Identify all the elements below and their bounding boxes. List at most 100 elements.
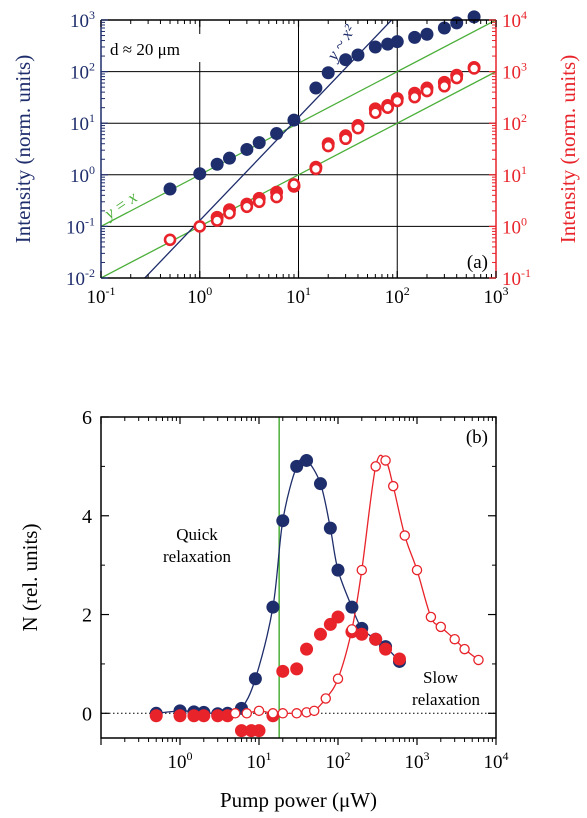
- panel-a-point-s2-0: [163, 233, 177, 247]
- panel-a-point-s2-11: [351, 121, 365, 135]
- panel-b-point-s0-11: [300, 453, 314, 467]
- panel-b-point-s2-7: [308, 705, 320, 717]
- panel-b-point-s2-0: [229, 708, 241, 719]
- panel-b-point-s0-15: [345, 600, 359, 614]
- panel-b-point-s1-17: [355, 627, 369, 641]
- panel-a-point-s0-12: [368, 40, 382, 54]
- panel-a-point-s2-9: [321, 139, 335, 153]
- y-tick-label: 4: [82, 506, 92, 528]
- panel-a-point-s2-5: [252, 195, 266, 209]
- panel-b-point-s2-5: [291, 708, 302, 719]
- x-tick-label: 101: [247, 749, 272, 773]
- x-tick-label: 100: [168, 749, 193, 773]
- panel-b-point-s2-8: [320, 693, 332, 704]
- panel-a-point-s2-3: [223, 206, 236, 220]
- panel-b-point-s1-10: [276, 664, 290, 678]
- panel-b-point-s2-10: [346, 624, 358, 635]
- panel-b-point-s2-12: [370, 461, 381, 472]
- y-right-tick-label: 103: [502, 60, 527, 84]
- panel-a-point-s2-2: [210, 214, 224, 227]
- panel-b-point-s2-21: [473, 654, 484, 666]
- panel-b: 100 101 102 103 104 0 2 4 6 Pump power (μW) N (rel…: [18, 407, 509, 812]
- panel-b-point-s1-13: [313, 627, 327, 641]
- panel-b-point-s0-7: [248, 672, 262, 686]
- x-tick-label: 100: [187, 284, 212, 308]
- panel-b-frame: [100, 416, 497, 739]
- y-right-tick-label: 101: [502, 163, 527, 187]
- panel-label-a: (a): [467, 252, 488, 273]
- panel-a-point-s0-16: [420, 27, 434, 41]
- panel-a-point-s0-8: [309, 81, 323, 95]
- panel-b-point-s1-11: [290, 662, 304, 676]
- panel-b-point-s0-12: [313, 477, 327, 491]
- panel-b-point-s1-2: [187, 709, 201, 723]
- panel-b-point-s2-19: [449, 633, 460, 645]
- y-left-tick-label: 101: [70, 111, 95, 135]
- panel-b-point-s1-18: [369, 632, 383, 646]
- panel-b-point-s1-12: [300, 642, 314, 656]
- panel-a-point-s0-17: [437, 21, 451, 35]
- annotation-quick: Quick: [176, 525, 218, 544]
- y-axis-label: N (rel. units): [18, 524, 42, 632]
- panel-a-point-s2-1: [193, 220, 207, 233]
- panel-b-point-s2-16: [411, 564, 423, 576]
- curve-series-0: [156, 457, 400, 715]
- y-left-axis-label: Intensity (norm. units): [11, 55, 35, 243]
- panel-a-point-s2-10: [339, 132, 352, 146]
- panel-a-point-s0-15: [408, 30, 422, 44]
- panel-b-point-s2-9: [332, 673, 344, 684]
- panel-b-point-s2-1: [241, 708, 253, 719]
- x-tick-label: 101: [286, 284, 311, 308]
- panel-a-point-s0-6: [270, 127, 284, 141]
- panel-b-point-s1-3: [197, 709, 211, 723]
- panel-b-point-s1-6: [234, 724, 248, 738]
- panel-a-point-s0-4: [240, 142, 254, 156]
- panel-b-point-s2-11: [356, 564, 368, 576]
- x-tick-label: 103: [405, 749, 430, 773]
- y-right-tick-label: 104: [502, 8, 527, 32]
- y-left-tick-label: 10-2: [66, 266, 95, 290]
- y-right-tick-label: 102: [502, 111, 527, 135]
- panel-b-point-s1-15: [331, 610, 345, 624]
- panel-a-point-s0-10: [339, 53, 353, 67]
- y-right-tick-label: 10-1: [502, 266, 531, 290]
- panel-a-point-s0-3: [222, 151, 236, 165]
- panel-b-point-s0-9: [276, 514, 290, 528]
- panel-b-point-s2-2: [253, 705, 265, 717]
- panel-a-point-s0-9: [321, 66, 335, 80]
- panel-a-point-s2-17: [438, 79, 451, 93]
- annotation-slow: Slow: [423, 668, 459, 687]
- panel-a-point-s0-2: [210, 157, 224, 171]
- panel-a-point-s2-13: [381, 101, 394, 114]
- panel-b-point-s2-17: [425, 611, 437, 623]
- annotation-slow-relaxation: relaxation: [412, 690, 480, 709]
- panel-label-b: (b): [466, 427, 488, 448]
- annotation-quick-relaxation: relaxation: [163, 547, 231, 566]
- panel-a-point-s2-4: [240, 200, 254, 214]
- x-tick-label: 104: [484, 749, 509, 773]
- panel-a-point-s0-14: [390, 35, 404, 49]
- panel-a-point-s2-7: [287, 178, 301, 191]
- panel-b-point-s0-8: [266, 600, 280, 614]
- x-tick-label: 102: [326, 749, 351, 773]
- panel-b-point-s2-13: [380, 455, 391, 466]
- y-left-tick-label: 10-1: [66, 214, 95, 238]
- y-tick-label: 0: [82, 703, 92, 725]
- panel-a-point-s0-1: [193, 167, 207, 181]
- panel-b-point-s0-14: [331, 563, 345, 577]
- x-tick-label: 10-1: [87, 284, 116, 308]
- panel-b-point-s1-19: [379, 642, 393, 656]
- panel-b-point-s0-13: [323, 521, 337, 535]
- y-right-tick-label: 100: [502, 214, 527, 238]
- y-tick-label: 6: [82, 407, 92, 429]
- y-left-tick-label: 103: [70, 8, 95, 32]
- panel-b-point-s1-4: [211, 709, 225, 723]
- diameter-annotation: d ≈ 20 μm: [110, 40, 180, 59]
- panel-a-point-s0-5: [252, 136, 266, 150]
- panel-b-point-s0-10: [290, 459, 304, 473]
- panel-b-point-s2-18: [435, 621, 447, 633]
- reference-label-linear: y = x: [99, 187, 141, 224]
- panel-b-point-s1-20: [392, 652, 406, 666]
